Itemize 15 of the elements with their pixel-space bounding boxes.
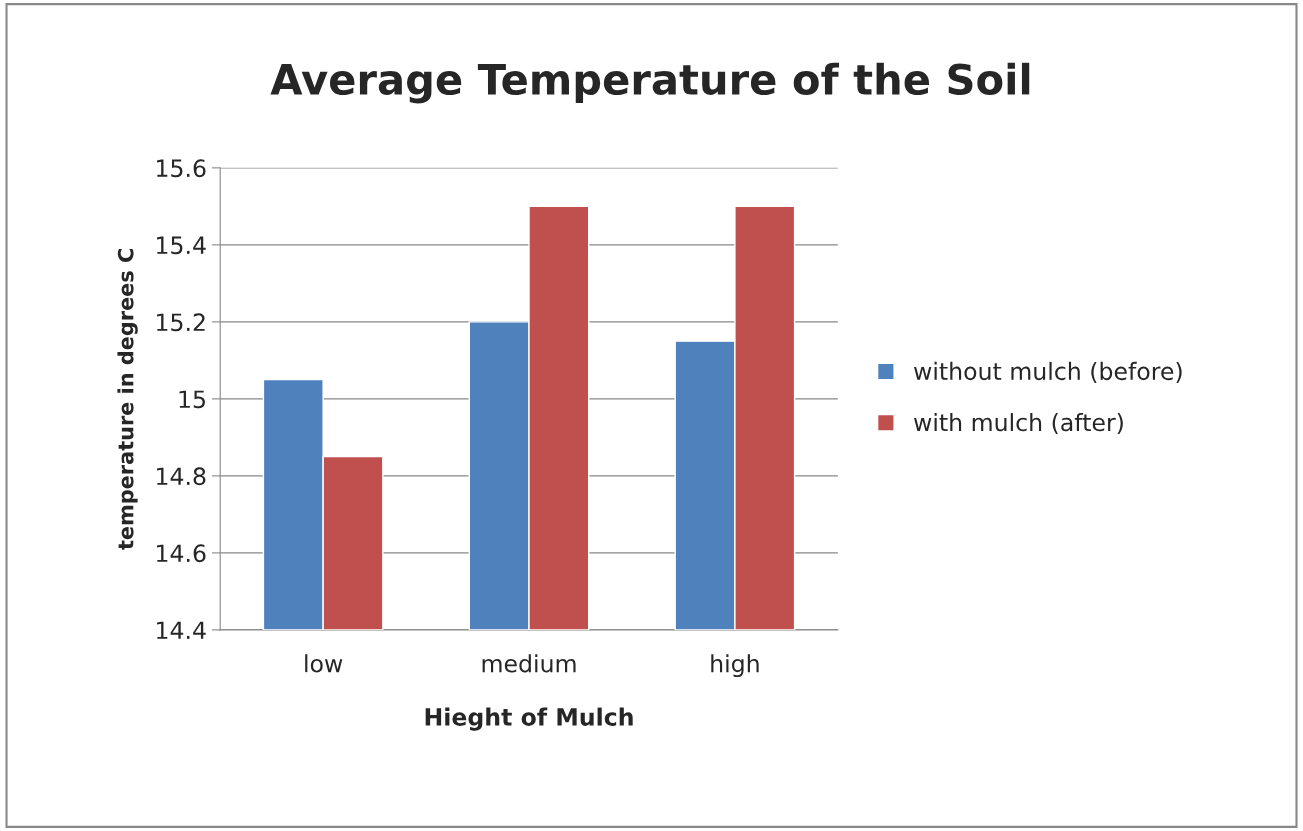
y-tick-label: 14.6	[157, 544, 206, 563]
legend-label: with mulch (after)	[914, 413, 1123, 435]
y-tick-label: 15.4	[157, 236, 206, 255]
y-tick-label: 14.8	[157, 467, 206, 486]
x-tick-label: low	[305, 654, 343, 673]
chart-title: Average Temperature of the Soil	[270, 62, 1030, 104]
x-tick-label: high	[711, 654, 759, 678]
y-tick-label: 15	[179, 390, 205, 409]
y-tick-label: 14.4	[157, 621, 206, 639]
legend-label: without mulch (before)	[914, 361, 1182, 383]
y-axis-title: temperature in degrees C	[117, 249, 138, 550]
y-tick-label: 15.2	[157, 313, 205, 332]
x-axis-title: Hieght of Mulch	[425, 707, 633, 731]
y-tick-label: 15.6	[157, 159, 206, 178]
x-tick-label: medium	[482, 654, 576, 673]
